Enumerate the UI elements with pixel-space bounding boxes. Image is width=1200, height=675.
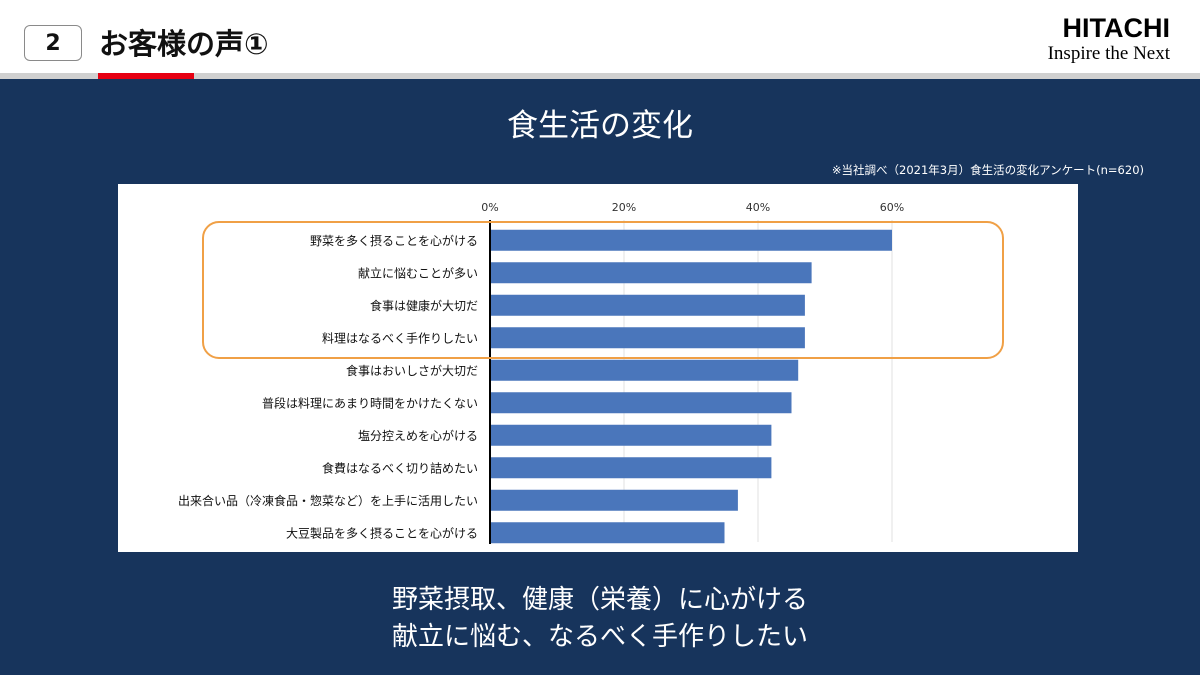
category-label: 塩分控えめを心がける (358, 428, 478, 443)
x-tick-label: 60% (880, 201, 904, 214)
bar (490, 359, 799, 381)
slide-number: 2 (24, 25, 82, 61)
category-label: 野菜を多く摂ることを心がける (310, 233, 478, 248)
x-tick-label: 20% (612, 201, 636, 214)
category-label: 普段は料理にあまり時間をかけたくない (262, 395, 478, 410)
x-tick-label: 0% (481, 201, 498, 214)
bar (490, 457, 772, 479)
chart-title: 食生活の変化 (507, 108, 693, 144)
conclusion-line-1: 野菜摂取、健康（栄養）に心がける (391, 585, 808, 615)
category-label: 食事は健康が大切だ (370, 298, 478, 313)
bar (490, 262, 812, 284)
bar (490, 489, 738, 511)
highlight-box (202, 221, 1004, 359)
chart-panel: 0% 20% 40% 60% 野菜を多く摂ることを心がける献立に悩むことが多い食事は健康… (118, 184, 1078, 552)
hitachi-logo: HITACHI Inspire the Next (1010, 12, 1180, 68)
header-divider (0, 73, 1200, 79)
source-note: ※当社調べ（2021年3月）食生活の変化アンケート(n=620) (831, 163, 1144, 177)
bar (490, 327, 805, 349)
page-title: お客様の声① (99, 27, 269, 61)
x-tick-label: 40% (746, 201, 770, 214)
bar (490, 424, 772, 446)
category-label: 料理はなるべく手作りしたい (322, 331, 478, 345)
header-bar: 2 お客様の声① HITACHI Inspire the Next (0, 0, 1200, 74)
bar (490, 294, 805, 316)
category-label: 食費はなるべく切り詰めたい (322, 460, 478, 475)
header-accent-bar (98, 73, 194, 79)
logo-tagline: Inspire the Next (1047, 43, 1170, 64)
bar-chart: 0% 20% 40% 60% 野菜を多く摂ることを心がける献立に悩むことが多い食事は健康… (178, 201, 1004, 544)
category-label: 献立に悩むことが多い (358, 265, 478, 280)
category-label: 出来合い品（冷凍食品・惣菜など）を上手に活用したい (178, 493, 478, 508)
logo-brand: HITACHI (1062, 13, 1171, 43)
bar (490, 392, 792, 414)
category-label: 大豆製品を多く摂ることを心がける (286, 525, 478, 540)
conclusion: 野菜摂取、健康（栄養）に心がける 献立に悩む、なるべく手作りしたい (0, 582, 1200, 656)
bar (490, 522, 725, 544)
category-label: 食事はおいしさが大切だ (346, 363, 478, 378)
bar (490, 229, 892, 251)
conclusion-line-2: 献立に悩む、なるべく手作りしたい (391, 622, 808, 652)
